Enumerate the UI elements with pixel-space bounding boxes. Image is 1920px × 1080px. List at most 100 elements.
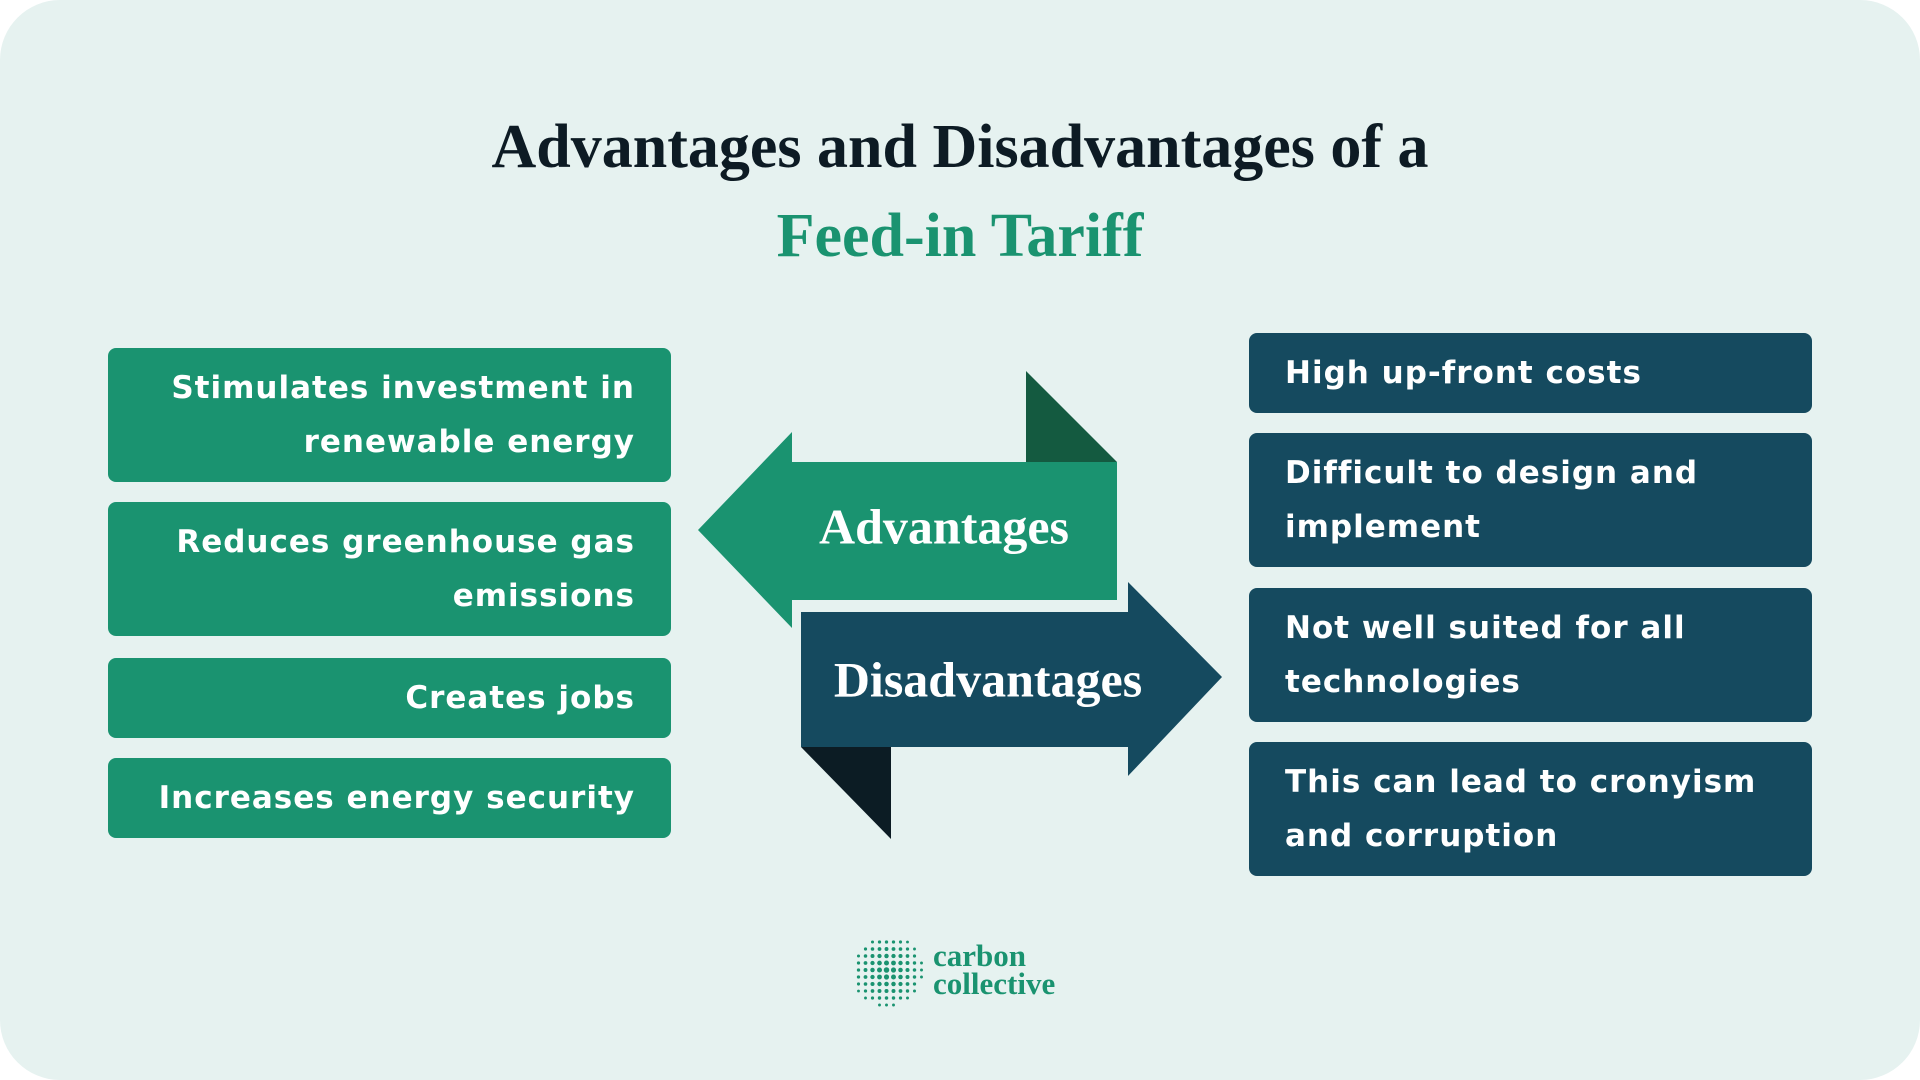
logo-dot <box>884 940 889 944</box>
logo-dot <box>884 953 889 959</box>
advantage-text: Reduces greenhouse gas emissions <box>176 524 635 614</box>
logo-dot <box>884 960 889 966</box>
logo-dot <box>891 996 896 1000</box>
logo-dot <box>870 989 875 993</box>
disadvantage-text: Not well suited for all technologies <box>1285 610 1686 700</box>
logo-dot <box>863 947 868 951</box>
advantage-box: Increases energy security <box>108 758 671 838</box>
logo-dot <box>898 967 903 973</box>
logo-dot <box>891 974 896 980</box>
logo-dot <box>877 947 882 951</box>
logo-dot <box>920 961 923 965</box>
logo-dot <box>905 989 910 993</box>
logo-dot <box>877 953 882 959</box>
logo-dot <box>877 989 882 993</box>
logo-dot <box>864 996 867 1000</box>
logo-dot <box>877 996 882 1000</box>
logo-dot <box>885 1003 888 1007</box>
logo-dot <box>912 961 917 965</box>
advantage-text: Creates jobs <box>405 680 635 716</box>
advantages-arrow <box>698 432 1117 628</box>
logo-dot <box>883 974 890 980</box>
disadvantage-text: This can lead to cronyism and corruption <box>1285 764 1757 854</box>
logo-dot <box>856 982 861 986</box>
logo-dot <box>898 947 903 951</box>
logo-dot <box>912 954 917 958</box>
logo-dot <box>884 947 889 951</box>
logo-text: collective <box>933 966 1055 1001</box>
logo-dot <box>905 961 910 965</box>
logo-dot <box>898 996 903 1000</box>
arrow-flap <box>1026 371 1117 462</box>
disadvantage-text: Difficult to design and implement <box>1285 455 1699 545</box>
logo-dot <box>863 961 868 965</box>
logo-text: carbon <box>933 938 1026 973</box>
logo-dot <box>898 974 903 980</box>
logo-dot <box>863 989 868 993</box>
logo-dot <box>905 975 910 979</box>
logo-dot <box>912 982 917 986</box>
arrow-label: Disadvantages <box>834 651 1142 707</box>
logo-dot <box>856 975 861 979</box>
logo-dot <box>906 996 909 1000</box>
logo-dot <box>870 981 875 987</box>
logo-dot <box>912 968 917 972</box>
logo-dot <box>898 989 903 993</box>
logo-dot <box>870 996 875 1000</box>
logo-dot <box>870 940 875 944</box>
disadvantage-box: This can lead to cronyism and corruption <box>1249 742 1812 876</box>
logo-dot <box>905 967 910 973</box>
logo-dot <box>891 947 896 951</box>
logo-dot <box>920 975 923 979</box>
logo-dot <box>870 947 875 951</box>
logo-dot <box>863 982 868 986</box>
disadvantage-box: High up-front costs <box>1249 333 1812 413</box>
logo-dot <box>891 953 896 959</box>
logo-dot <box>891 989 896 993</box>
logo-dot <box>898 940 903 944</box>
logo-mark <box>856 940 923 1007</box>
logo-dot <box>870 974 875 980</box>
disadvantage-text: High up-front costs <box>1285 355 1642 391</box>
logo-dot <box>905 954 910 958</box>
logo-dot <box>913 989 916 993</box>
logo-dot <box>884 996 889 1000</box>
logo-dot <box>863 968 868 972</box>
logo-dot <box>905 947 910 951</box>
logo-dot <box>891 960 896 966</box>
disadvantage-box: Not well suited for all technologies <box>1249 588 1812 722</box>
logo-dot <box>884 981 889 987</box>
advantage-text: Stimulates investment in renewable energ… <box>171 370 635 460</box>
subtitle: Feed-in Tariff <box>776 202 1144 270</box>
logo-dot <box>898 960 903 966</box>
logo-dot <box>878 1003 881 1007</box>
logo-dot <box>891 981 896 987</box>
advantage-box: Stimulates investment in renewable energ… <box>108 348 671 482</box>
arrow-label: Advantages <box>819 498 1069 554</box>
logo-dot <box>870 967 875 973</box>
logo-dot <box>883 967 890 973</box>
logo-dot <box>892 1003 895 1007</box>
arrow-flap <box>801 747 891 839</box>
advantage-box: Creates jobs <box>108 658 671 738</box>
logo-dot <box>891 940 896 944</box>
logo-dot <box>912 975 917 979</box>
logo-dot <box>898 953 903 959</box>
logo-dot <box>856 954 861 958</box>
logo-dot <box>863 954 868 958</box>
logo-dot <box>905 982 910 986</box>
logo-dot <box>877 967 882 973</box>
disadvantage-box: Difficult to design and implement <box>1249 433 1812 567</box>
advantage-box: Reduces greenhouse gas emissions <box>108 502 671 636</box>
logo-dot <box>877 960 882 966</box>
logo-dot <box>870 954 875 958</box>
logo-dot <box>920 968 923 972</box>
logo-dot <box>877 974 882 980</box>
logo-dot <box>870 960 875 966</box>
logo-dot <box>898 981 903 987</box>
logo-dot <box>906 940 909 944</box>
logo-dot <box>856 961 861 965</box>
logo-dot <box>877 981 882 987</box>
